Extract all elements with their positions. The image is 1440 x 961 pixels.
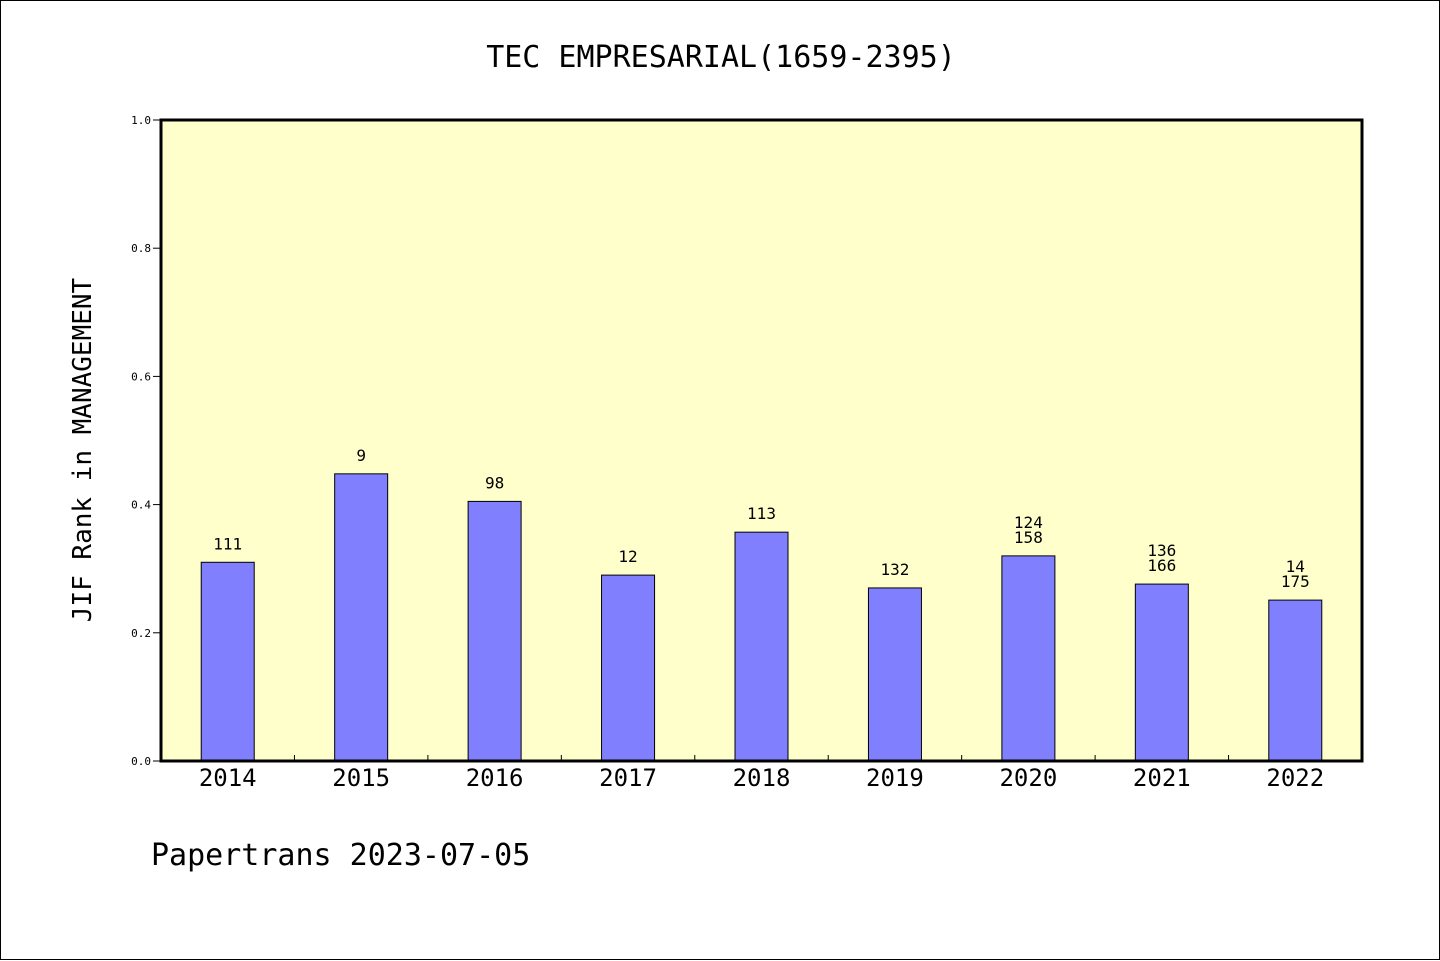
y-tick-label: 0.6 [131, 370, 151, 383]
bar-2022 [1268, 599, 1323, 762]
bar-2018 [734, 531, 789, 762]
y-tick-label: 1.0 [131, 114, 151, 127]
bar-label: 166 [1147, 556, 1176, 575]
bar-2019 [867, 587, 922, 762]
bar-label: 175 [1281, 572, 1310, 591]
x-tick-label: 2019 [866, 764, 924, 792]
bar-label: 158 [1014, 528, 1043, 547]
bar-label: 14 [1286, 557, 1305, 576]
x-tick-label: 2018 [733, 764, 791, 792]
bar-label: 9 [356, 446, 366, 465]
y-tick-label: 0.8 [131, 242, 151, 255]
plot-border [159, 118, 1364, 763]
x-axis: 2014 2015 2016 2017 2018 2019 2020 2021 2022 [199, 755, 1324, 792]
bars-layer [200, 473, 1323, 762]
x-tick-label: 2017 [599, 764, 657, 792]
x-tick-label: 2021 [1133, 764, 1191, 792]
x-tick-label: 2016 [466, 764, 524, 792]
x-tick-label: 2014 [199, 764, 257, 792]
bar-2017 [601, 574, 656, 762]
x-tick-label: 2020 [999, 764, 1057, 792]
y-tick-label: 0.4 [131, 499, 151, 512]
bar-label: 124 [1014, 513, 1043, 532]
bar-label: 98 [485, 473, 504, 492]
x-tick-label: 2022 [1266, 764, 1324, 792]
y-tick-label: 0.0 [131, 755, 151, 768]
x-tick-label: 2015 [332, 764, 390, 792]
chart-title: TEC EMPRESARIAL(1659-2395) [486, 40, 956, 75]
footer-text: Papertrans 2023-07-05 [151, 838, 530, 873]
bar-label: 12 [618, 547, 637, 566]
y-axis-label: JIF Rank in MANAGEMENT [68, 277, 98, 622]
bar-label: 111 [213, 534, 242, 553]
bar-label: 113 [747, 504, 776, 523]
bar-label: 136 [1147, 541, 1176, 560]
bar-2020 [1001, 555, 1056, 762]
bar-label: 132 [880, 560, 909, 579]
y-axis: 0.0 0.2 0.4 0.6 0.8 1.0 [131, 114, 161, 768]
bar-2015 [334, 473, 389, 762]
bar-2014 [200, 561, 255, 762]
bar-2021 [1134, 583, 1189, 762]
bar-2016 [467, 500, 522, 762]
y-tick-label: 0.2 [131, 627, 151, 640]
